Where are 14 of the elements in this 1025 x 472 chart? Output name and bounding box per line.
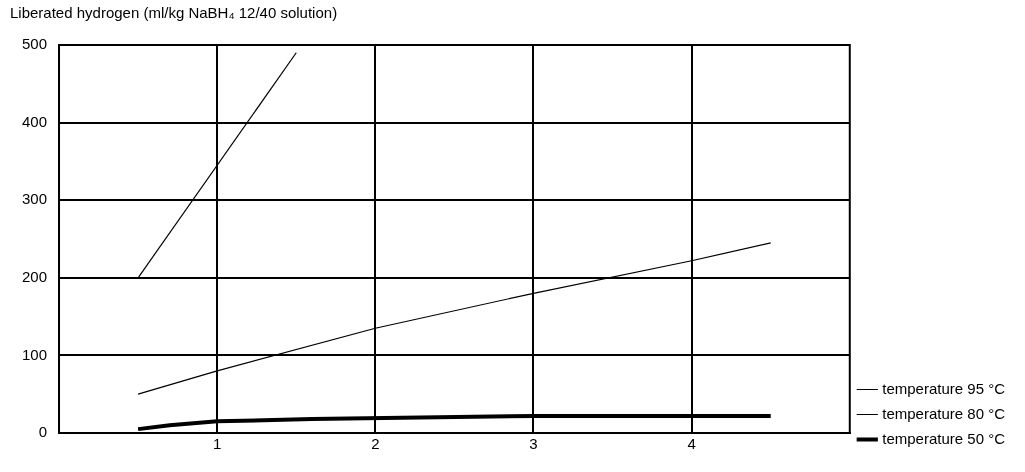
y-tick-label: 200 xyxy=(22,267,48,285)
y-tick-label: 500 xyxy=(22,35,48,53)
x-tick-label: 1 xyxy=(213,435,222,453)
x-tick-label: 3 xyxy=(529,435,538,453)
x-tick-label: 2 xyxy=(371,435,380,453)
y-tick-label: 0 xyxy=(38,423,48,441)
x-tick-label: 4 xyxy=(687,435,696,453)
y-tick-label: 400 xyxy=(22,112,48,130)
legend-label: temperature 95 °C xyxy=(882,379,1006,397)
y-tick-label: 100 xyxy=(22,345,48,363)
chart-title: Liberated hydrogen (ml/kg NaBH₄ 12/40 solution) xyxy=(10,4,338,22)
legend-label: temperature 50 °C xyxy=(882,429,1006,447)
legend-label: temperature 80 °C xyxy=(882,404,1006,422)
y-tick-label: 300 xyxy=(22,190,48,208)
